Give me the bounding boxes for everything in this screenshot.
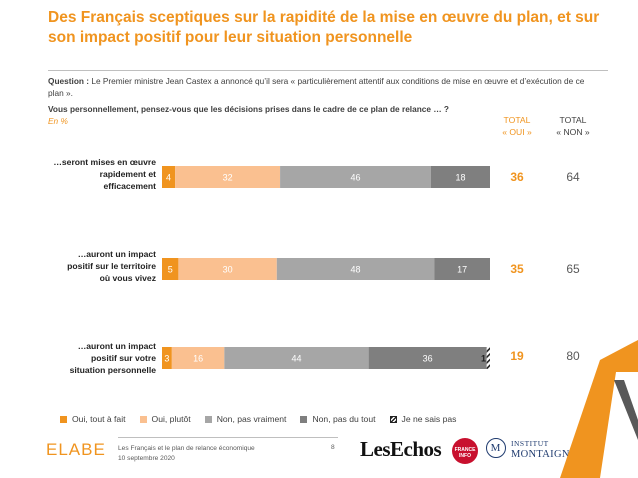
- total-non-value: 80: [566, 349, 580, 363]
- legend-label: Non, pas vraiment: [216, 414, 287, 424]
- legend-swatch: [300, 415, 308, 423]
- institut-montaigne-l2: MONTAIGNE: [511, 449, 577, 460]
- total-oui-value: 19: [510, 349, 524, 363]
- bar-segment: [162, 347, 172, 369]
- footer-source-line-2: 10 septembre 2020: [118, 455, 175, 462]
- franceinfo-logo: FRANCE INFO: [452, 438, 478, 464]
- institut-montaigne-mark: M: [490, 442, 501, 454]
- bar-value-label: 16: [193, 354, 203, 364]
- row-label-2-line-3: où vous vivez: [99, 273, 156, 283]
- bar-segment: [178, 258, 277, 280]
- row-label-2-line-1: …auront un impact: [77, 249, 156, 259]
- institut-montaigne-logo: INSTITUT MONTAIGNE: [511, 438, 576, 460]
- bar-value-label: 30: [223, 265, 233, 275]
- legend-label: Oui, plutôt: [151, 414, 191, 424]
- bar-value-label: 46: [351, 173, 361, 183]
- bar-value-label: 48: [351, 265, 361, 275]
- bar-segment: [486, 347, 490, 369]
- title-divider: [48, 70, 608, 71]
- bar-segment: [171, 347, 225, 369]
- bar-segment: [280, 166, 431, 188]
- bar-segment: [162, 166, 176, 188]
- bar-value-label: 3: [164, 354, 169, 364]
- chart-legend: Oui, tout à fait Oui, plutôt Non, pas vr…: [60, 412, 470, 426]
- bar-value-label: 17: [457, 265, 467, 275]
- bar-value-label: 1: [481, 354, 486, 364]
- bar-value-label: 4: [166, 173, 171, 183]
- bar-segment: [175, 166, 281, 188]
- bar-segment: [430, 166, 490, 188]
- legend-label: Je ne sais pas: [401, 414, 457, 424]
- franceinfo-logo-text: FRANCE INFO: [454, 447, 476, 459]
- row-label-1-line-2: rapidement et: [99, 169, 156, 179]
- legend-label: Non, pas du tout: [312, 414, 376, 424]
- total-non-header-l2: « NON »: [556, 127, 590, 137]
- legend-item: Je ne sais pas: [389, 414, 457, 424]
- bar-value-label: 18: [455, 173, 465, 183]
- legend-swatch: [139, 415, 147, 423]
- bar-value-label: 32: [223, 173, 233, 183]
- page-number: 8: [331, 444, 335, 451]
- total-non-value: 65: [566, 262, 580, 276]
- question-body: Le Premier ministre Jean Castex a annonc…: [48, 76, 585, 98]
- row-label-2: …auront un impact positif sur le territo…: [40, 248, 156, 284]
- sub-question: Vous personnellement, pensez-vous que le…: [48, 104, 450, 114]
- bar-segment: [434, 258, 490, 280]
- page-title: Des Français sceptiques sur la rapidité …: [48, 9, 600, 46]
- question-prefix: Question :: [48, 76, 90, 86]
- total-oui-header: TOTAL « OUI »: [494, 114, 540, 138]
- legend-swatch: [389, 415, 397, 423]
- total-non-value: 64: [566, 170, 580, 184]
- bar-group: 4 32 46 18 5 30 48 17 3 16 44 36 1: [162, 166, 490, 369]
- row-label-3-line-3: situation personnelle: [69, 365, 156, 375]
- row-label-1-line-1: …seront mises en œuvre: [53, 157, 156, 167]
- bar-value-label: 44: [291, 354, 301, 364]
- legend-item: Oui, tout à fait: [60, 414, 126, 424]
- row-label-3-line-1: …auront un impact: [77, 341, 156, 351]
- row-label-3: …auront un impact positif sur votre situ…: [40, 340, 156, 376]
- footer-source-line-1: Les Français et le plan de relance écono…: [118, 445, 255, 452]
- bar-segment: [276, 258, 435, 280]
- footer-divider: [118, 437, 338, 438]
- bar-segment: [368, 347, 487, 369]
- footer-source: Les Français et le plan de relance écono…: [118, 444, 255, 464]
- legend-item: Non, pas du tout: [300, 414, 376, 424]
- legend-item: Oui, plutôt: [139, 414, 191, 424]
- total-oui-value: 35: [510, 262, 524, 276]
- total-non-header: TOTAL « NON »: [548, 114, 598, 138]
- row-label-1: …seront mises en œuvre rapidement et eff…: [40, 156, 156, 192]
- row-label-1-line-3: efficacement: [103, 181, 156, 191]
- bar-segment: [162, 258, 179, 280]
- bar-segment: [224, 347, 369, 369]
- total-oui-value: 36: [510, 170, 524, 184]
- question-text: Question : Le Premier ministre Jean Cast…: [48, 76, 588, 99]
- elabe-logo: ELABE: [46, 440, 106, 459]
- institut-montaigne-icon: M: [486, 438, 506, 458]
- legend-swatch: [60, 415, 67, 423]
- total-oui-header-l1: TOTAL: [503, 115, 531, 125]
- les-echos-logo: LesEchos: [360, 437, 442, 461]
- bar-value-label: 36: [423, 354, 433, 364]
- total-non-header-l1: TOTAL: [559, 115, 587, 125]
- bar-value-label: 5: [168, 265, 173, 275]
- unit-label: En %: [48, 116, 68, 126]
- legend-swatch: [204, 415, 212, 423]
- row-label-3-line-2: positif sur votre: [91, 353, 156, 363]
- total-oui-header-l2: « OUI »: [502, 127, 532, 137]
- legend-item: Non, pas vraiment: [204, 414, 287, 424]
- institut-montaigne-l1: INSTITUT: [511, 439, 549, 448]
- row-label-2-line-2: positif sur le territoire: [67, 261, 156, 271]
- legend-label: Oui, tout à fait: [72, 414, 126, 424]
